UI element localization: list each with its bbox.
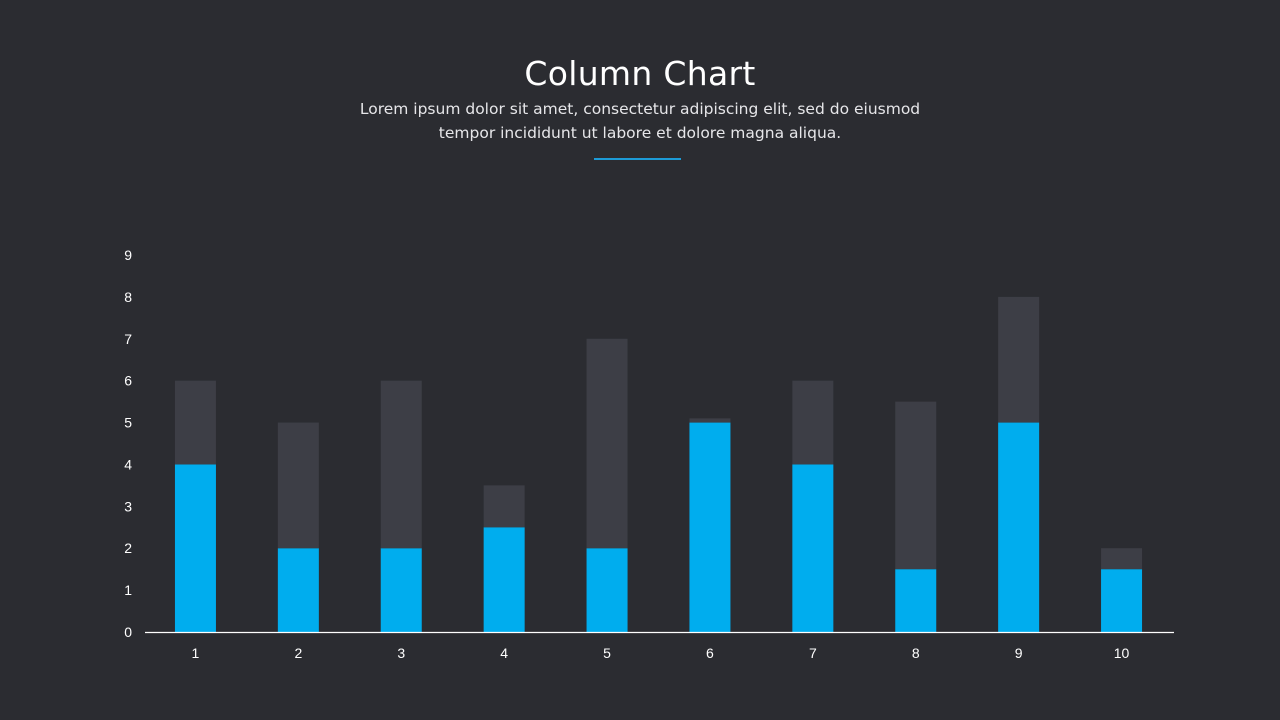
bar-segment-4-series-2 (483, 485, 525, 528)
y-tick-label: 7 (124, 331, 132, 347)
x-tick-label: 7 (809, 645, 817, 661)
y-tick-label: 2 (124, 540, 132, 556)
bar-segment-7-series-1 (792, 464, 834, 632)
title-accent-line (594, 158, 681, 160)
x-tick-label: 3 (397, 645, 405, 661)
x-tick-label: 6 (706, 645, 714, 661)
bar-segment-3-series-1 (380, 548, 422, 632)
y-axis-tick-labels: 0 1 2 3 4 5 6 7 8 9 (124, 247, 132, 640)
bar-segment-6-series-2 (689, 418, 731, 423)
x-tick-label: 5 (603, 645, 611, 661)
x-axis-tick-labels: 1 2 3 4 5 6 7 8 9 10 (192, 645, 1130, 661)
subtitle-line-1: Lorem ipsum dolor sit amet, consectetur … (359, 100, 921, 118)
y-tick-label: 1 (124, 582, 132, 598)
y-tick-label: 6 (124, 373, 132, 389)
x-tick-label: 8 (912, 645, 920, 661)
x-tick-label: 2 (294, 645, 302, 661)
x-tick-label: 1 (192, 645, 200, 661)
bar-segment-10-series-1 (1101, 569, 1143, 632)
bar-segment-8-series-2 (895, 401, 937, 570)
y-tick-label: 8 (124, 289, 132, 305)
y-tick-label: 4 (124, 456, 132, 472)
y-tick-label: 3 (124, 498, 132, 514)
y-tick-label: 5 (124, 415, 132, 431)
y-tick-label: 0 (124, 624, 132, 640)
bar-segment-6-series-1 (689, 422, 731, 632)
bar-segment-5-series-2 (586, 338, 628, 549)
bar-segment-9-series-1 (998, 422, 1040, 632)
bars-group (174, 296, 1143, 632)
bar-segment-7-series-2 (792, 380, 834, 465)
bar-segment-4-series-1 (483, 527, 525, 632)
chart-title: Column Chart (524, 54, 756, 93)
bar-segment-1-series-1 (174, 464, 216, 632)
y-tick-label: 9 (124, 247, 132, 263)
subtitle-line-2: tempor incididunt ut labore et dolore ma… (438, 123, 842, 142)
bar-segment-2-series-1 (277, 548, 319, 632)
bar-segment-8-series-1 (895, 569, 937, 632)
chart-subtitle: Lorem ipsum dolor sit amet, consectetur … (340, 98, 940, 145)
x-tick-label: 9 (1015, 645, 1023, 661)
x-tick-label: 10 (1114, 645, 1130, 661)
bar-segment-1-series-2 (174, 380, 216, 465)
bar-segment-9-series-2 (998, 296, 1040, 423)
bar-segment-3-series-2 (380, 380, 422, 549)
bar-segment-2-series-2 (277, 422, 319, 549)
bar-segment-10-series-2 (1101, 548, 1143, 570)
x-tick-label: 4 (500, 645, 508, 661)
bar-segment-5-series-1 (586, 548, 628, 632)
